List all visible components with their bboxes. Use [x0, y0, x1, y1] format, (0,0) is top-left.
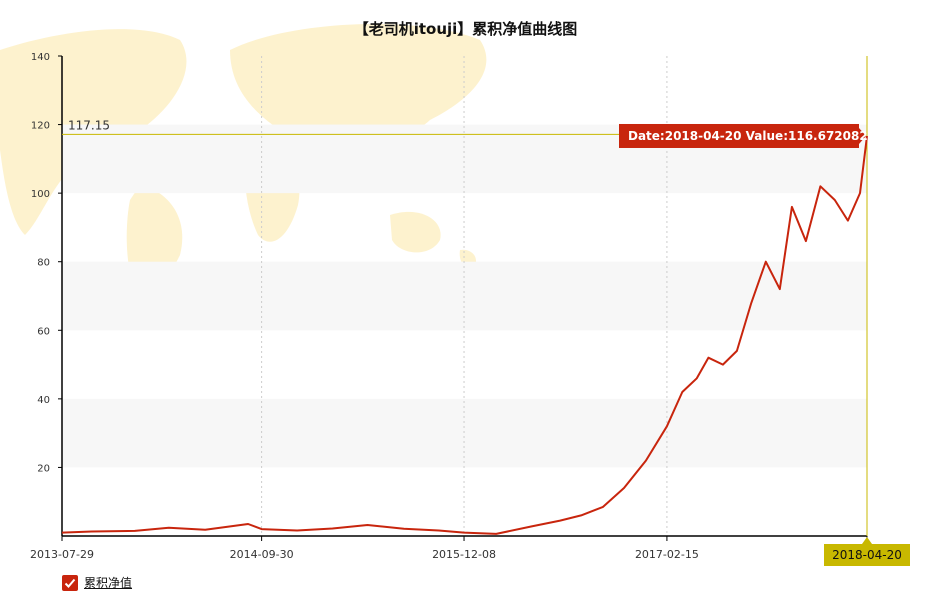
series-line-cumulative-nav [61, 135, 868, 535]
checkmark-icon [64, 578, 76, 588]
legend-item[interactable]: 累积净值 [62, 574, 132, 591]
chart-title: 【老司机itouji】累积净值曲线图 [353, 20, 578, 38]
y-tick-label: 140 [31, 52, 50, 63]
x-tick-label: 2014-09-30 [230, 548, 294, 561]
x-badge-box [824, 544, 910, 566]
x-tick-label: 2015-12-08 [432, 548, 496, 561]
y-tick-labels: 20 40 60 80 100 120 140 [31, 52, 62, 474]
tooltip-text: Date:2018-04-20 Value:116.672082055 [628, 129, 893, 143]
crosshair-y-label: 117.15 [68, 118, 110, 132]
legend-checkbox[interactable] [62, 574, 78, 591]
crosshair-x-badge: 2018-04-20 [824, 537, 910, 566]
y-tick-label: 120 [31, 121, 50, 132]
tooltip-arrow [859, 127, 866, 144]
x-badge-arrow [862, 537, 872, 544]
tooltip: Date:2018-04-20 Value:116.672082055 [619, 123, 893, 148]
y-tick-label: 20 [37, 463, 50, 474]
x-tick-label: 2013-07-29 [30, 548, 94, 561]
legend-label[interactable]: 累积净值 [84, 576, 133, 590]
x-tick-label: 2017-02-15 [635, 548, 699, 561]
x-tick-labels: 2013-07-29 2014-09-30 2015-12-08 2017-02-15 [30, 536, 868, 561]
y-tick-label: 100 [31, 189, 50, 200]
y-tick-label: 60 [37, 326, 50, 337]
y-tick-label: 40 [37, 395, 50, 406]
y-tick-label: 80 [37, 258, 50, 269]
x-badge-text: 2018-04-20 [832, 548, 902, 562]
tooltip-box [619, 123, 859, 148]
